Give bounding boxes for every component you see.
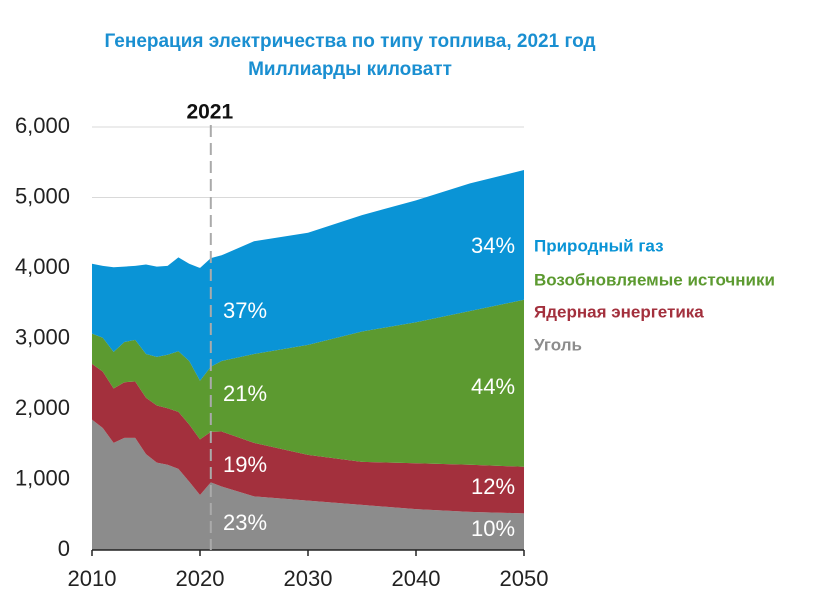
legend-label: Ядерная энергетика [534,302,704,321]
y-tick-label: 4,000 [15,254,70,279]
chart-title: Генерация электричества по типу топлива,… [104,31,595,52]
y-tick-label: 1,000 [15,465,70,490]
x-tick-label: 2040 [392,566,441,591]
x-tick-label: 2030 [284,566,333,591]
legend-label: Природный газ [534,236,664,255]
annotation: 37% [223,298,267,323]
y-tick-label: 0 [58,536,70,561]
area [92,170,524,381]
annotation: 23% [223,510,267,535]
marker-label: 2021 [186,101,233,124]
annotation: 19% [223,452,267,477]
legend-label: Уголь [534,335,582,354]
annotation: 21% [223,381,267,406]
x-tick-label: 2050 [500,566,549,591]
annotation: 44% [471,374,515,399]
area [92,299,524,467]
y-tick-label: 3,000 [15,324,70,349]
legend-label: Возобновляемые источники [534,270,775,289]
y-tick-label: 6,000 [15,113,70,138]
area [92,363,524,514]
annotation: 34% [471,233,515,258]
annotation: 12% [471,474,515,499]
x-tick-label: 2010 [68,566,117,591]
y-tick-label: 2,000 [15,395,70,420]
chart-subtitle: Миллиарды киловатт [248,59,452,80]
annotation: 10% [471,516,515,541]
y-tick-label: 5,000 [15,183,70,208]
area [92,419,524,550]
x-tick-label: 2020 [176,566,225,591]
